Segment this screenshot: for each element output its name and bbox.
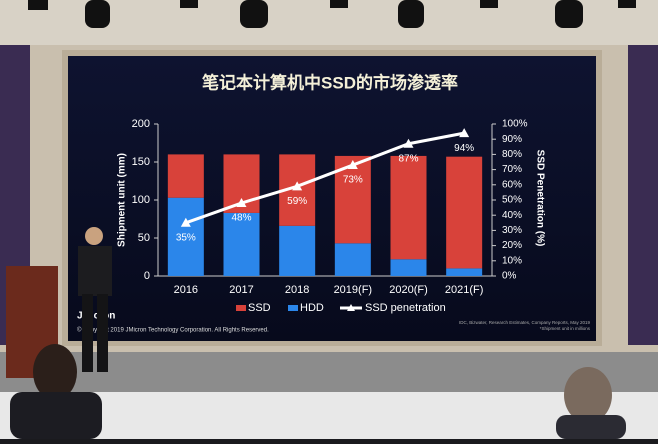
- data-label: 94%: [454, 143, 474, 154]
- legend-swatch: [236, 305, 246, 311]
- y2-tick-label: 80%: [502, 149, 522, 160]
- y2-tick-label: 60%: [502, 179, 522, 190]
- copyright: © Copyright 2019 JMicron Technology Corp…: [77, 327, 269, 334]
- bar: [279, 225, 316, 276]
- data-label: 73%: [343, 175, 363, 186]
- bar: [334, 243, 371, 276]
- x-tick-label: 2017: [229, 284, 253, 296]
- data-label: 87%: [398, 153, 418, 164]
- data-label: 35%: [176, 232, 196, 243]
- x-tick-label: 2018: [285, 284, 309, 296]
- line-marker: [403, 138, 414, 148]
- stage-skirt: [0, 392, 658, 439]
- y2-tick-label: 50%: [502, 195, 522, 206]
- x-tick-label: 2020(F): [389, 284, 428, 296]
- x-tick-label: 2016: [174, 284, 198, 296]
- y2-tick-label: 0%: [502, 271, 517, 282]
- source: IDC, Bizwater, Research Estimates, Compa…: [459, 320, 591, 325]
- screen: [68, 56, 596, 341]
- x-tick-label: 2019(F): [334, 284, 373, 296]
- audience: [10, 344, 626, 439]
- y-tick-label: 100: [132, 194, 150, 206]
- y2-tick-label: 20%: [502, 240, 522, 251]
- line-marker: [459, 128, 470, 138]
- y-axis-label: Shipment unit (mm): [117, 153, 128, 247]
- y-tick-label: 0: [144, 270, 150, 282]
- line-marker: [292, 181, 303, 191]
- logo: JMicron: [77, 311, 115, 322]
- line-marker: [180, 217, 191, 227]
- y2-tick-label: 70%: [502, 164, 522, 175]
- y2-tick-label: 100%: [502, 119, 528, 130]
- y2-tick-label: 40%: [502, 210, 522, 221]
- y-tick-label: 50: [138, 232, 150, 244]
- chart: 笔记本计算机中SSD的市场渗透率 Shipment unit (mm) SSD …: [77, 72, 591, 333]
- legend-swatch: [347, 304, 355, 311]
- line-marker: [347, 160, 358, 170]
- line: [185, 131, 465, 225]
- legend-label: SSD: [248, 302, 271, 314]
- y2-tick-label: 90%: [502, 134, 522, 145]
- y-tick-label: 150: [132, 156, 150, 168]
- x-tick-label: 2021(F): [445, 284, 484, 296]
- y-tick-label: 200: [132, 118, 150, 130]
- line-marker: [236, 198, 247, 208]
- side-panel: [628, 45, 658, 345]
- data-label: 48%: [231, 213, 251, 224]
- bar: [167, 154, 204, 198]
- chart-title: 笔记本计算机中SSD的市场渗透率: [202, 72, 458, 92]
- y2-tick-label: 30%: [502, 225, 522, 236]
- bar: [167, 197, 204, 276]
- legend-swatch: [288, 305, 298, 311]
- data-label: 59%: [287, 196, 307, 207]
- stage-lights: [28, 0, 636, 28]
- bar: [390, 259, 427, 276]
- bar: [390, 155, 427, 260]
- bar: [446, 156, 483, 269]
- bar: [446, 268, 483, 276]
- legend-label: HDD: [300, 302, 324, 314]
- y2-tick-label: 10%: [502, 255, 522, 266]
- y2-axis-label: SSD Penetration (%): [534, 150, 545, 247]
- note: *Shipment unit in millions: [540, 326, 591, 331]
- legend-label: SSD penetration: [365, 302, 446, 314]
- presenter: [78, 227, 112, 372]
- bar: [223, 212, 260, 276]
